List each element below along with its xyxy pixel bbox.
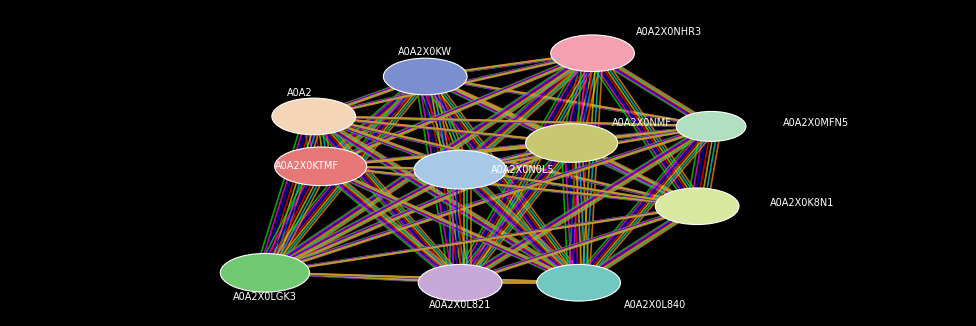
- Ellipse shape: [384, 58, 468, 95]
- Ellipse shape: [274, 147, 367, 185]
- Text: A0A2X0KW: A0A2X0KW: [398, 47, 452, 57]
- Ellipse shape: [272, 98, 355, 135]
- Text: A0A2X0K8N1: A0A2X0K8N1: [769, 198, 834, 208]
- Text: A0A2X0L821: A0A2X0L821: [428, 300, 491, 310]
- Text: A0A2X0L840: A0A2X0L840: [625, 300, 686, 310]
- Text: A0A2X0LGK3: A0A2X0LGK3: [233, 292, 297, 302]
- Ellipse shape: [655, 188, 739, 225]
- Text: A0A2X0KTMF: A0A2X0KTMF: [274, 161, 339, 171]
- Ellipse shape: [221, 254, 309, 292]
- Ellipse shape: [676, 111, 746, 141]
- Ellipse shape: [550, 35, 634, 71]
- Text: A0A2X0NHR3: A0A2X0NHR3: [636, 27, 703, 37]
- Text: A0A2X0NMF: A0A2X0NMF: [611, 118, 671, 128]
- Ellipse shape: [414, 150, 507, 189]
- Ellipse shape: [537, 264, 621, 301]
- Text: A0A2: A0A2: [287, 88, 312, 98]
- Ellipse shape: [526, 124, 618, 162]
- Text: A0A2X0N0L5: A0A2X0N0L5: [491, 165, 554, 175]
- Ellipse shape: [419, 264, 502, 301]
- Text: A0A2X0MFN5: A0A2X0MFN5: [783, 118, 849, 128]
